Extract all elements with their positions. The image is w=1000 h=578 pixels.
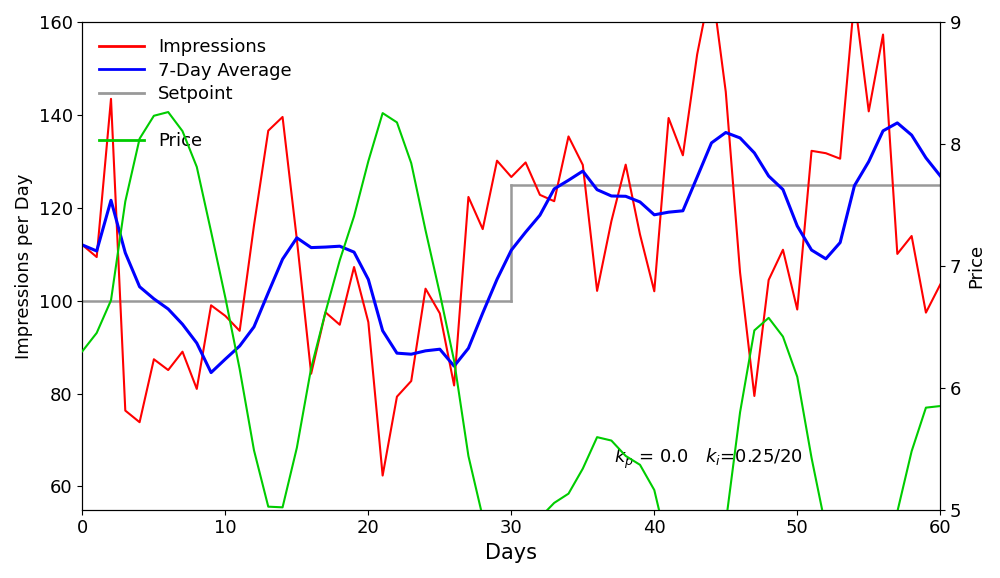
Y-axis label: Price: Price [967,244,985,288]
Text: $k_p$ = 0.0   $k_i$=0.25/20: $k_p$ = 0.0 $k_i$=0.25/20 [614,446,803,470]
Legend: Impressions, 7-Day Average, Setpoint, , Price: Impressions, 7-Day Average, Setpoint, , … [91,31,299,157]
Y-axis label: Impressions per Day: Impressions per Day [15,173,33,358]
X-axis label: Days: Days [485,543,537,563]
